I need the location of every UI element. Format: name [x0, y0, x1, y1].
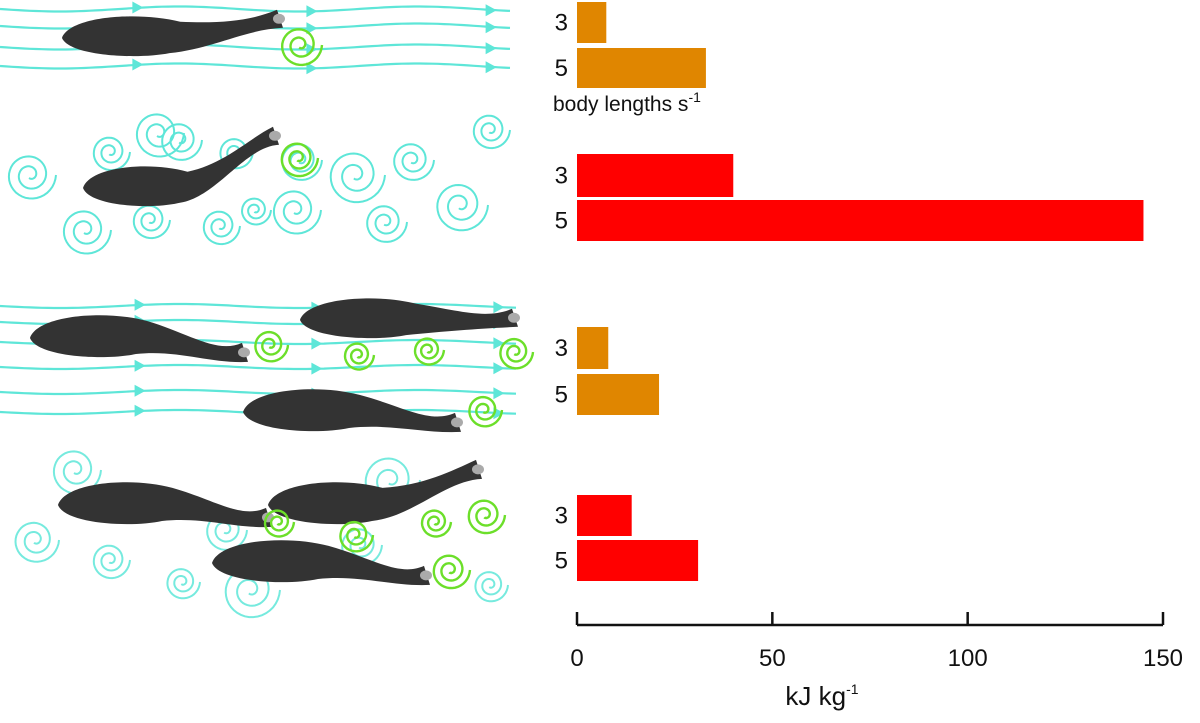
vortex — [343, 342, 376, 371]
vortex — [474, 571, 509, 603]
vortex — [499, 337, 535, 370]
category-label: 3 — [555, 335, 568, 362]
vortex — [206, 513, 248, 551]
vortex — [468, 395, 504, 428]
category-label: 5 — [555, 208, 568, 235]
vortex — [240, 197, 272, 226]
streamline — [0, 58, 511, 75]
vortex — [62, 210, 112, 255]
fish-silhouette — [62, 9, 285, 57]
streamline — [0, 384, 517, 400]
category-label: 3 — [555, 503, 568, 530]
vortex — [467, 499, 507, 535]
bars — [577, 2, 1144, 581]
bar-panel4-5 — [577, 540, 699, 581]
vortex — [7, 155, 57, 200]
vortex — [92, 136, 131, 172]
x-tick-label: 0 — [570, 645, 583, 672]
vortex — [339, 520, 375, 553]
category-labels: 3 5 3 5 3 5 3 5 — [555, 10, 568, 575]
fish-silhouette — [243, 389, 463, 433]
vortex — [161, 123, 203, 161]
category-label: 5 — [555, 382, 568, 409]
vortex — [166, 568, 201, 600]
bar-chart: 3 5 3 5 3 5 3 5 body lengths s-1 0 50 100 150 kJ k… — [553, 2, 1183, 711]
fish-silhouette — [58, 482, 274, 528]
vortex — [263, 509, 296, 538]
fish-silhouette — [212, 540, 432, 586]
bar-panel1-3 — [577, 2, 607, 43]
vortex — [280, 142, 320, 178]
bar-panel1-5 — [577, 48, 706, 88]
category-label: 3 — [555, 163, 568, 190]
illustrations — [0, 1, 535, 619]
vortex — [420, 509, 453, 538]
vortex — [224, 567, 281, 619]
x-axis-label: kJ kg-1 — [785, 681, 858, 711]
fish-silhouette — [83, 126, 281, 207]
category-label: 5 — [555, 55, 568, 82]
bar-panel2-3 — [577, 154, 734, 197]
vortex — [132, 204, 171, 240]
vortex — [52, 450, 102, 495]
vortex — [432, 554, 472, 590]
vortex — [14, 521, 60, 563]
vortex — [472, 114, 511, 150]
vortex — [272, 190, 322, 235]
x-tick-label: 100 — [948, 645, 988, 672]
fish-silhouette — [30, 315, 250, 363]
x-tick-label: 50 — [759, 645, 786, 672]
x-axis: 0 50 100 150 — [570, 612, 1183, 672]
bar-panel2-5 — [577, 200, 1144, 241]
bar-panel3-3 — [577, 327, 609, 369]
bar-panel4-3 — [577, 495, 632, 536]
vortex — [202, 210, 241, 246]
vortex — [92, 544, 131, 580]
vortex — [329, 152, 386, 204]
category-label: 3 — [555, 10, 568, 37]
vortex — [281, 143, 323, 181]
vortex — [436, 183, 489, 232]
streamline — [0, 298, 517, 314]
vortex — [280, 28, 324, 67]
vortex — [393, 143, 435, 181]
vortex — [254, 330, 290, 363]
fish-silhouette — [300, 298, 520, 339]
x-tick-label: 150 — [1143, 645, 1183, 672]
category-label: 5 — [555, 548, 568, 575]
category-note: body lengths s-1 — [553, 89, 701, 116]
vortex — [413, 337, 446, 366]
bar-panel3-5 — [577, 374, 660, 415]
fish-silhouette — [268, 459, 484, 525]
vortex — [366, 205, 408, 243]
streamline — [0, 1, 511, 18]
vortex — [135, 113, 185, 158]
